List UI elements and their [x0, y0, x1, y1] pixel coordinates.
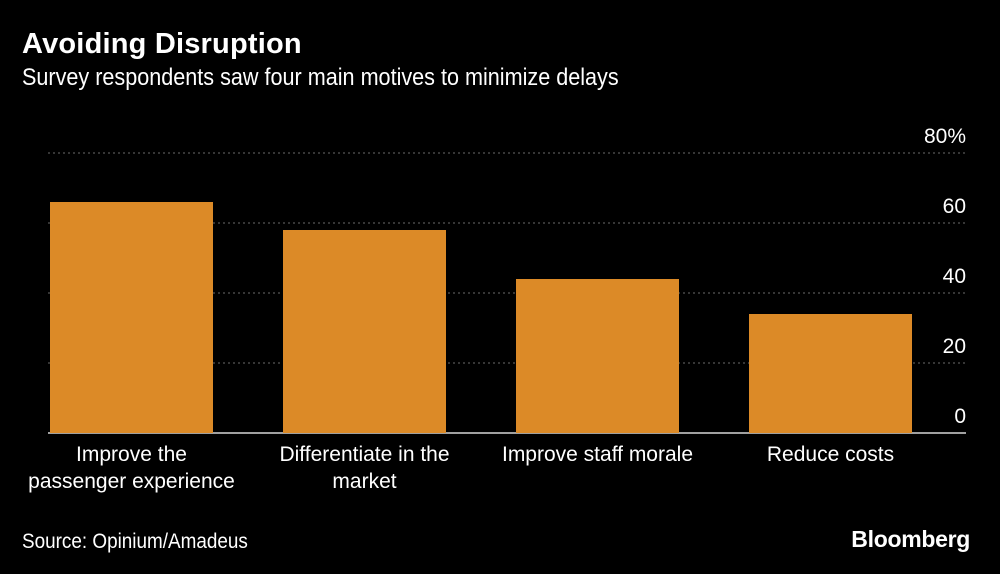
x-tick-label-line: Differentiate in the — [279, 443, 449, 466]
chart-title: Avoiding Disruption — [22, 28, 302, 60]
source-note: Source: Opinium/Amadeus — [22, 530, 248, 553]
x-tick-label: Reduce costs — [767, 443, 894, 466]
x-tick-label-line: Reduce costs — [767, 443, 894, 466]
x-tick-label: Improve the passenger experience — [28, 443, 235, 493]
y-tick-label: 60 — [943, 195, 966, 218]
bar — [749, 314, 912, 433]
bar — [283, 230, 446, 433]
x-tick-label-line: market — [332, 470, 396, 493]
bar — [516, 279, 679, 433]
x-tick-label: Differentiate in the market — [279, 443, 449, 493]
y-tick-label: 40 — [943, 265, 966, 288]
y-tick-label: 80% — [924, 125, 966, 148]
x-tick-label-line: passenger experience — [28, 470, 235, 493]
x-tick-label-line: Improve the — [76, 443, 187, 466]
y-tick-label: 20 — [943, 335, 966, 358]
bar — [50, 202, 213, 433]
x-tick-label: Improve staff morale — [502, 443, 693, 466]
y-tick-label: 0 — [954, 405, 966, 428]
chart-subtitle: Survey respondents saw four main motives… — [22, 64, 619, 91]
bloomberg-logo: Bloomberg — [851, 526, 970, 552]
x-tick-label-line: Improve staff morale — [502, 443, 693, 466]
